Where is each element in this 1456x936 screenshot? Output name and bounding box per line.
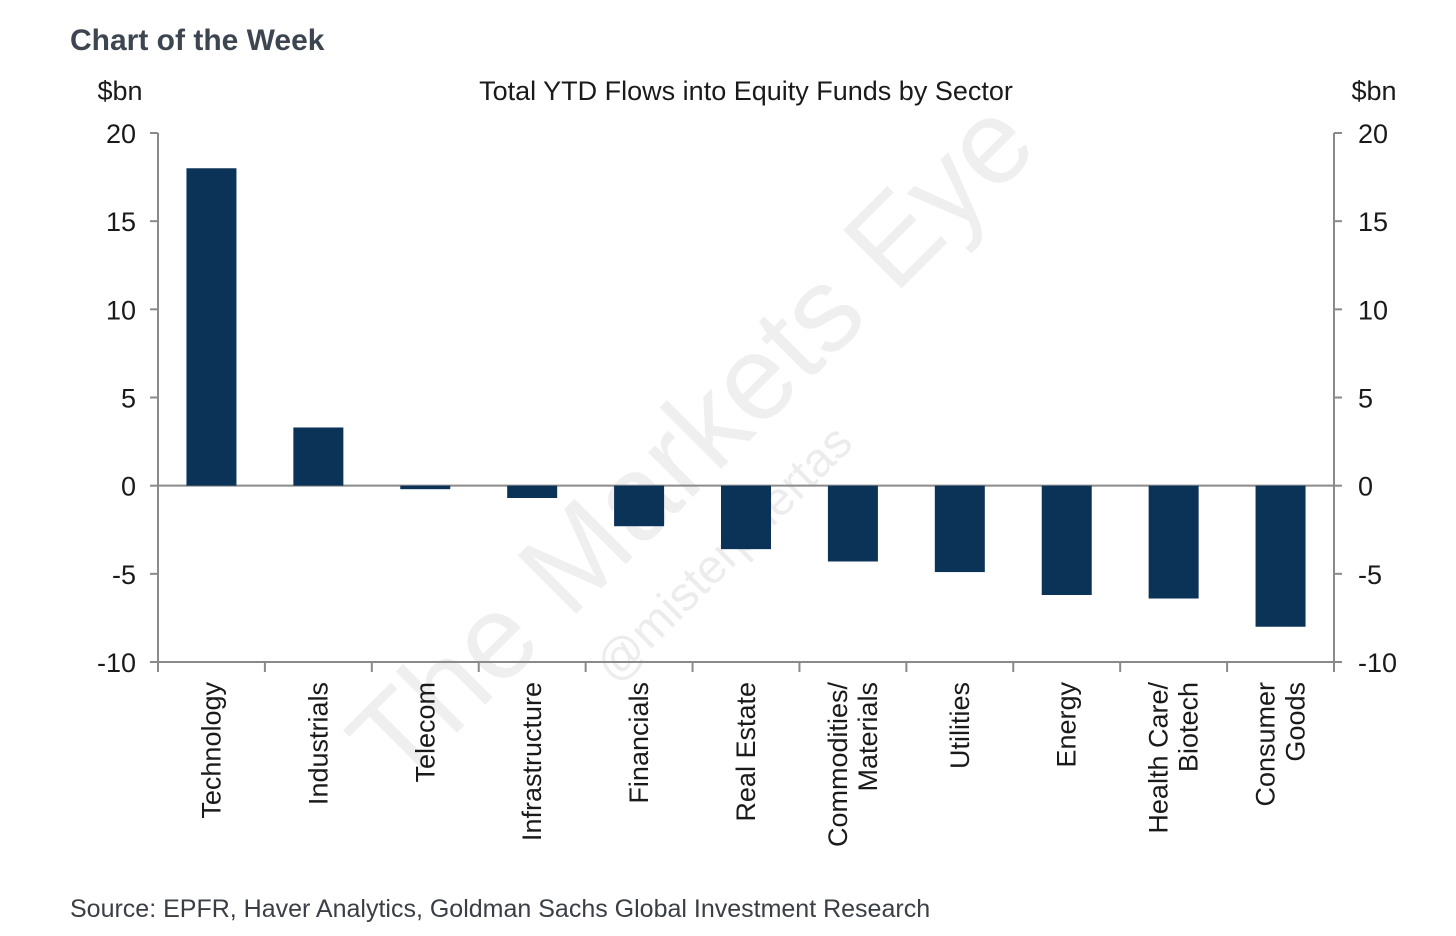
y-tick-label-right: 15 bbox=[1358, 207, 1388, 237]
bar bbox=[186, 168, 237, 486]
bar bbox=[827, 485, 878, 562]
category-label-line: Consumer bbox=[1251, 682, 1281, 807]
category-label: Technology bbox=[196, 682, 226, 819]
category-label-line: Goods bbox=[1281, 682, 1311, 762]
source-note: Source: EPFR, Haver Analytics, Goldman S… bbox=[70, 895, 931, 923]
bars bbox=[186, 168, 1306, 627]
category-label: Infrastructure bbox=[517, 682, 547, 841]
header-title: Chart of the Week bbox=[70, 24, 325, 57]
y-tick-label-left: 0 bbox=[121, 472, 136, 502]
category-label: Commodities/Materials bbox=[823, 682, 883, 848]
y-tick-label-left: 5 bbox=[121, 384, 136, 414]
category-label-line: Materials bbox=[853, 682, 883, 792]
y-tick-label-right: -10 bbox=[1358, 648, 1397, 678]
category-label-line: Industrials bbox=[303, 682, 333, 805]
category-label: Energy bbox=[1052, 682, 1082, 768]
y-tick-label-right: 5 bbox=[1358, 384, 1373, 414]
y-tick-label-right: -5 bbox=[1358, 560, 1382, 590]
bar bbox=[400, 485, 451, 490]
category-label-line: Financials bbox=[624, 682, 654, 804]
y-tick-label-left: 20 bbox=[106, 119, 136, 149]
category-label: Telecom bbox=[410, 682, 440, 783]
category-label-line: Health Care/ bbox=[1144, 682, 1174, 834]
y-tick-label-left: 10 bbox=[106, 295, 136, 325]
category-label: Utilities bbox=[945, 682, 975, 769]
category-label-line: Energy bbox=[1052, 682, 1082, 768]
y-tick-label-right: 0 bbox=[1358, 472, 1373, 502]
bar bbox=[934, 485, 985, 573]
y-tick-label-right: 20 bbox=[1358, 119, 1388, 149]
category-labels: Technology Industrials Telecom Infrastructu… bbox=[196, 682, 1310, 848]
category-label-line: Telecom bbox=[410, 682, 440, 783]
category-label-line: Commodities/ bbox=[823, 682, 853, 848]
category-label: Real Estate bbox=[731, 682, 761, 822]
y-tick-label-left: -10 bbox=[97, 648, 136, 678]
bar bbox=[614, 485, 665, 527]
category-label-line: Real Estate bbox=[731, 682, 761, 822]
y-tick-label-left: -5 bbox=[112, 560, 136, 590]
y-tick-label-left: 15 bbox=[106, 207, 136, 237]
category-label: Industrials bbox=[303, 682, 333, 805]
y-axis-label-right: $bn bbox=[1351, 76, 1396, 106]
chart-title: Total YTD Flows into Equity Funds by Sec… bbox=[479, 76, 1013, 106]
y-tick-label-right: 10 bbox=[1358, 295, 1388, 325]
category-label-line: Biotech bbox=[1174, 682, 1204, 772]
bar bbox=[1255, 485, 1306, 627]
bar bbox=[1148, 485, 1199, 599]
tick-labels: 20 20 15 15 10 10 5 5 0 0 -5 -5 -10 -10 bbox=[97, 119, 1397, 678]
category-label: Financials bbox=[624, 682, 654, 804]
category-label-line: Technology bbox=[196, 682, 226, 819]
bar bbox=[1041, 485, 1092, 595]
category-label-line: Infrastructure bbox=[517, 682, 547, 841]
y-axis-label-left: $bn bbox=[97, 76, 142, 106]
bar bbox=[293, 427, 344, 486]
bar bbox=[721, 485, 771, 550]
category-label: Consumer Goods bbox=[1251, 682, 1311, 807]
bar bbox=[507, 485, 558, 499]
category-label: Health Care/Biotech bbox=[1144, 682, 1204, 834]
category-label-line: Utilities bbox=[945, 682, 975, 769]
